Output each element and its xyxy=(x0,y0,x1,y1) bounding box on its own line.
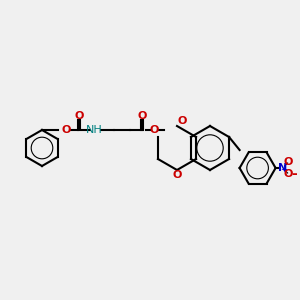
Text: O: O xyxy=(74,111,84,121)
Text: O: O xyxy=(137,111,147,121)
Text: O: O xyxy=(177,116,187,126)
Text: NH: NH xyxy=(85,125,102,135)
Text: O: O xyxy=(284,157,293,167)
Text: O: O xyxy=(172,170,182,180)
Text: O: O xyxy=(149,125,159,135)
Text: N: N xyxy=(278,163,287,173)
Text: +: + xyxy=(280,164,287,173)
Text: O: O xyxy=(284,169,293,179)
Text: O: O xyxy=(61,125,71,135)
Text: -: - xyxy=(292,167,298,181)
